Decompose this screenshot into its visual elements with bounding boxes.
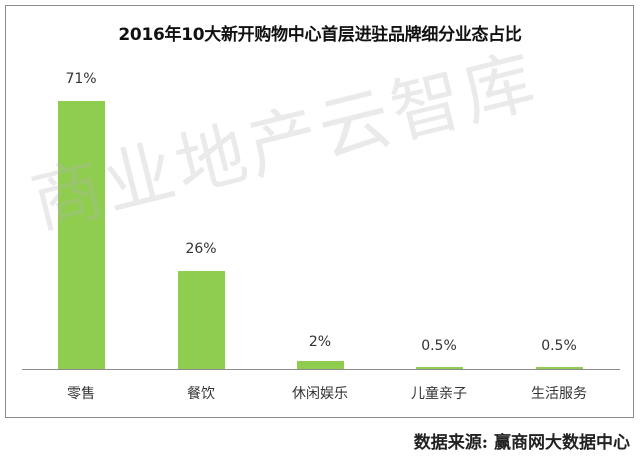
bar-dining — [178, 271, 225, 369]
chart-title: 2016年10大新开购物中心首层进驻品牌细分业态占比 — [118, 25, 522, 45]
chart-frame — [5, 5, 634, 418]
category-label-dining: 餐饮 — [187, 386, 215, 402]
bar-kids — [416, 367, 463, 369]
category-label-services: 生活服务 — [531, 386, 587, 402]
value-label-dining: 26% — [185, 241, 217, 257]
data-source-note: 数据来源: 赢商网大数据中心 — [413, 433, 630, 453]
bar-entertainment — [297, 361, 344, 369]
value-label-retail: 71% — [65, 71, 97, 87]
bar-services — [536, 367, 583, 369]
value-label-services: 0.5% — [541, 338, 577, 354]
bar-retail — [58, 101, 105, 369]
x-axis-line — [22, 369, 620, 370]
category-label-kids: 儿童亲子 — [411, 386, 467, 402]
category-label-retail: 零售 — [67, 386, 95, 402]
value-label-kids: 0.5% — [421, 338, 457, 354]
category-label-entertainment: 休闲娱乐 — [292, 386, 348, 402]
value-label-entertainment: 2% — [308, 334, 332, 350]
